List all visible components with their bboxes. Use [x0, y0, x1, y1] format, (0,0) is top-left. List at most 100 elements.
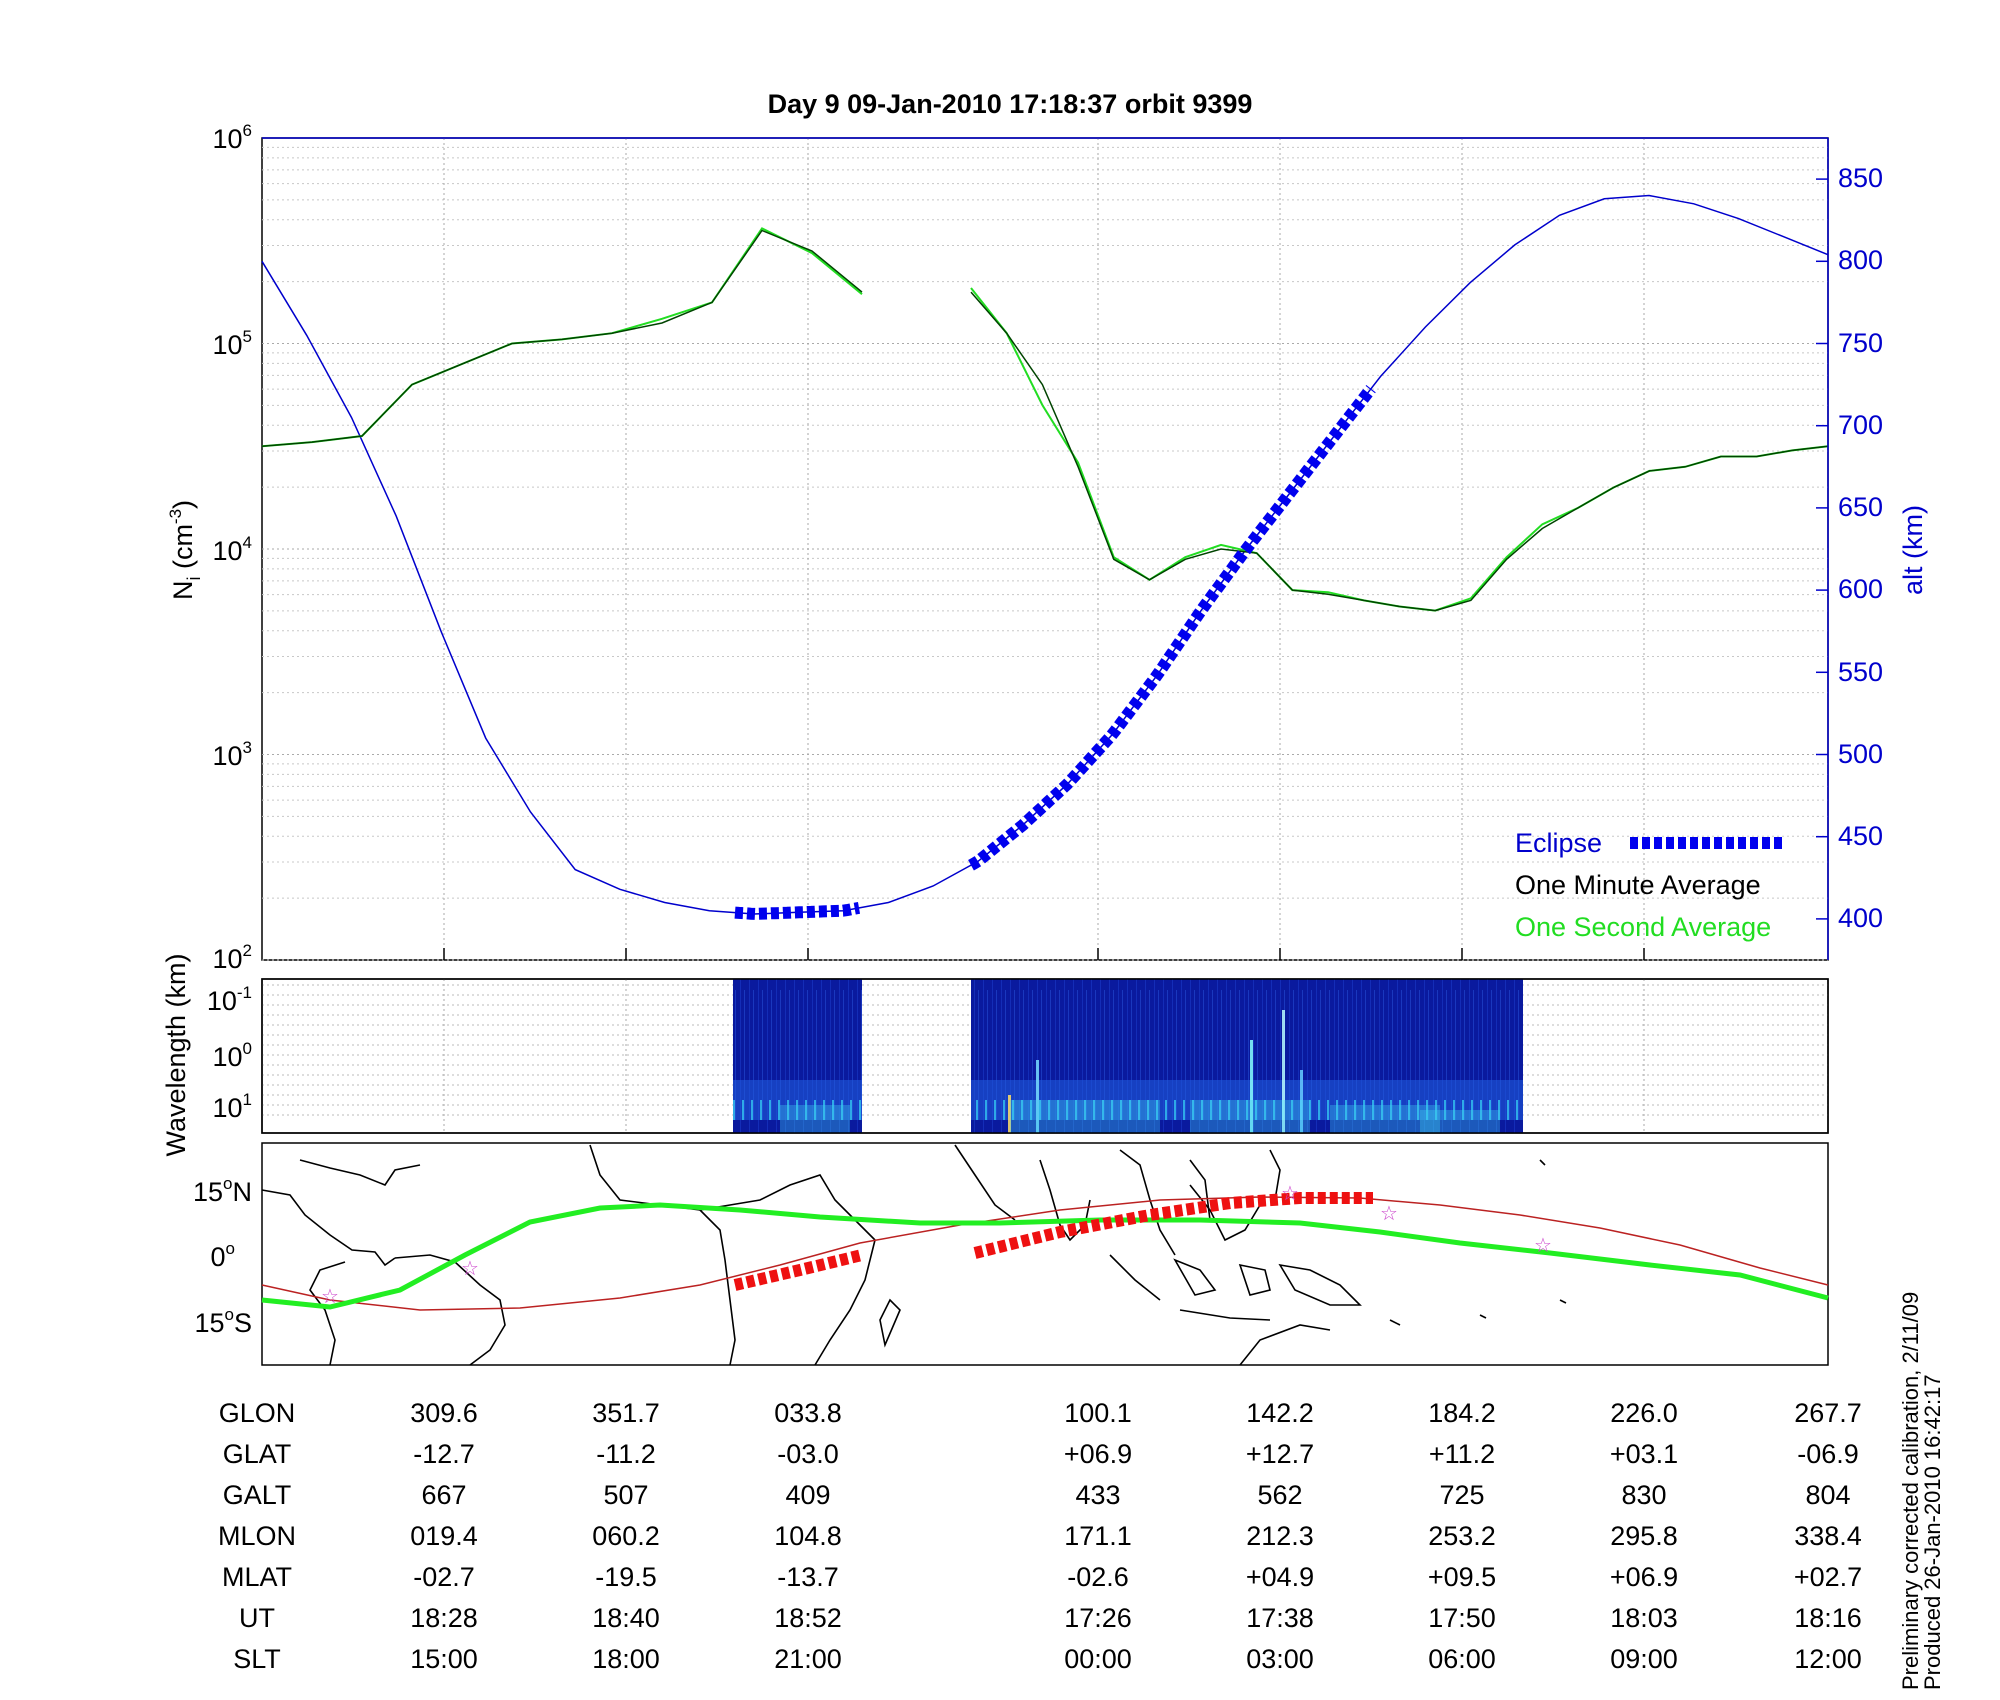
lat-tick-15N: 15oN: [193, 1174, 252, 1207]
density-grid: [262, 138, 1828, 961]
table-cell: 18:28: [410, 1603, 478, 1633]
table-cell: -12.7: [413, 1439, 475, 1469]
table-cell: 226.0: [1610, 1398, 1678, 1428]
table-cell: 295.8: [1610, 1521, 1678, 1551]
altitude-ticks: 850 800 750 700 650 600 550 500 450 400: [1838, 163, 1883, 933]
table-row-label: GLAT: [223, 1439, 292, 1469]
table-row-label: MLAT: [222, 1562, 292, 1592]
table-cell: +12.7: [1246, 1439, 1314, 1469]
spectrogram-block-2: [971, 979, 1523, 1133]
y2-axis-label: alt (km): [1898, 505, 1928, 595]
table-cell: 12:00: [1794, 1644, 1862, 1674]
y2-tick-label: 550: [1838, 657, 1883, 687]
y2-tick-label: 700: [1838, 410, 1883, 440]
table-cell: 409: [785, 1480, 830, 1510]
table-cell: 253.2: [1428, 1521, 1496, 1551]
star-marker: ☆: [1380, 1203, 1398, 1225]
y2-tick-label: 850: [1838, 163, 1883, 193]
table-row-label: GLON: [219, 1398, 296, 1428]
track-eclipse-segment: [973, 1192, 1373, 1259]
table-row-label: MLON: [218, 1521, 296, 1551]
table-cell: -02.6: [1067, 1562, 1129, 1592]
track-eclipse-markers: [733, 1192, 1373, 1291]
table-cell: +04.9: [1246, 1562, 1314, 1592]
spec-band: [1190, 1100, 1310, 1133]
one-minute-average-line: [261, 229, 1829, 612]
chart-title: Day 9 09-Jan-2010 17:18:37 orbit 9399: [768, 89, 1253, 119]
y-tick-1e4: 104: [212, 533, 252, 566]
spec-y-tick: 100: [212, 1039, 252, 1072]
table-cell: 171.1: [1064, 1521, 1132, 1551]
y-tick-1e2: 102: [212, 941, 252, 974]
spectrogram-grid: [262, 979, 1828, 1133]
table-cell: 060.2: [592, 1521, 660, 1551]
y2-tick-label: 800: [1838, 245, 1883, 275]
table-cell: 03:00: [1246, 1644, 1314, 1674]
table-cell: +02.7: [1794, 1562, 1862, 1592]
table-row-label: UT: [239, 1603, 275, 1633]
star-marker: ☆: [321, 1286, 339, 1308]
spec-streak: [1008, 1095, 1011, 1133]
spec-band: [1420, 1110, 1500, 1133]
y-tick-1e3: 103: [212, 738, 252, 771]
table-cell: +11.2: [1429, 1439, 1495, 1469]
svg-text:104: 104: [212, 533, 252, 566]
table-cell: 433: [1075, 1480, 1120, 1510]
y2-tick-label: 650: [1838, 492, 1883, 522]
table-cell: -19.5: [595, 1562, 657, 1592]
table-cell: 17:50: [1428, 1603, 1496, 1633]
y2-tick-label: 750: [1838, 328, 1883, 358]
table-cell: 338.4: [1794, 1521, 1862, 1551]
table-cell: 142.2: [1246, 1398, 1314, 1428]
star-marker: ☆: [1281, 1183, 1299, 1205]
spec-band: [780, 1105, 850, 1133]
star-marker: ☆: [1534, 1235, 1552, 1257]
table-cell: -02.7: [413, 1562, 475, 1592]
star-marker: ☆: [461, 1258, 479, 1280]
table-cell: -11.2: [596, 1439, 656, 1469]
legend: Eclipse One Minute Average One Second Av…: [1515, 828, 1782, 942]
table-cell: 830: [1621, 1480, 1666, 1510]
table-cell: 100.1: [1064, 1398, 1132, 1428]
table-cell: +06.9: [1064, 1439, 1132, 1469]
legend-minute: One Minute Average: [1515, 870, 1761, 900]
altitude-line: [261, 194, 1829, 915]
y2-tick-label: 600: [1838, 574, 1883, 604]
table-cell: 00:00: [1064, 1644, 1132, 1674]
table-cell: -06.9: [1797, 1439, 1859, 1469]
table-cell: 267.7: [1794, 1398, 1862, 1428]
table-cell: 667: [421, 1480, 466, 1510]
table-cell: +09.5: [1428, 1562, 1496, 1592]
track-eclipse-segment: [733, 1249, 864, 1291]
star-markers: ☆ ☆ ☆ ☆ ☆: [321, 1183, 1552, 1308]
side-note: Preliminary corrected calibration, 2/11/…: [1898, 1286, 1945, 1690]
y2-tick-label: 400: [1838, 903, 1883, 933]
table-cell: 09:00: [1610, 1644, 1678, 1674]
magnetic-equator-line: [261, 1202, 1829, 1310]
table-cell: 18:40: [592, 1603, 660, 1633]
table-cell: 18:52: [774, 1603, 842, 1633]
spec-y-tick: 101: [212, 1090, 252, 1123]
y2-tick-label: 450: [1838, 821, 1883, 851]
eclipse-segment: [734, 901, 861, 920]
table-cell: 21:00: [774, 1644, 842, 1674]
y-axis-label: Ni (cm-3): [166, 500, 204, 600]
table-cell: 18:00: [592, 1644, 660, 1674]
table-cell: 184.2: [1428, 1398, 1496, 1428]
table-cell: 212.3: [1246, 1521, 1314, 1551]
spec-streak: [1300, 1070, 1303, 1133]
table-cell: 309.6: [410, 1398, 478, 1428]
lat-tick-15S: 15oS: [194, 1305, 252, 1338]
spectrogram-block-1: [733, 979, 862, 1133]
table-cell: -03.0: [777, 1439, 839, 1469]
map-panel: ☆ ☆ ☆ ☆ ☆ 15oN 0o 15oS: [193, 1142, 1829, 1366]
spec-band: [1330, 1105, 1440, 1133]
y2-tick-label: 500: [1838, 739, 1883, 769]
svg-text:103: 103: [212, 738, 252, 771]
table-row-label: GALT: [223, 1480, 292, 1510]
table-cell: 562: [1257, 1480, 1302, 1510]
table-cell: -13.7: [777, 1562, 839, 1592]
spec-streak: [1250, 1040, 1253, 1133]
spec-streak: [1282, 1010, 1285, 1133]
